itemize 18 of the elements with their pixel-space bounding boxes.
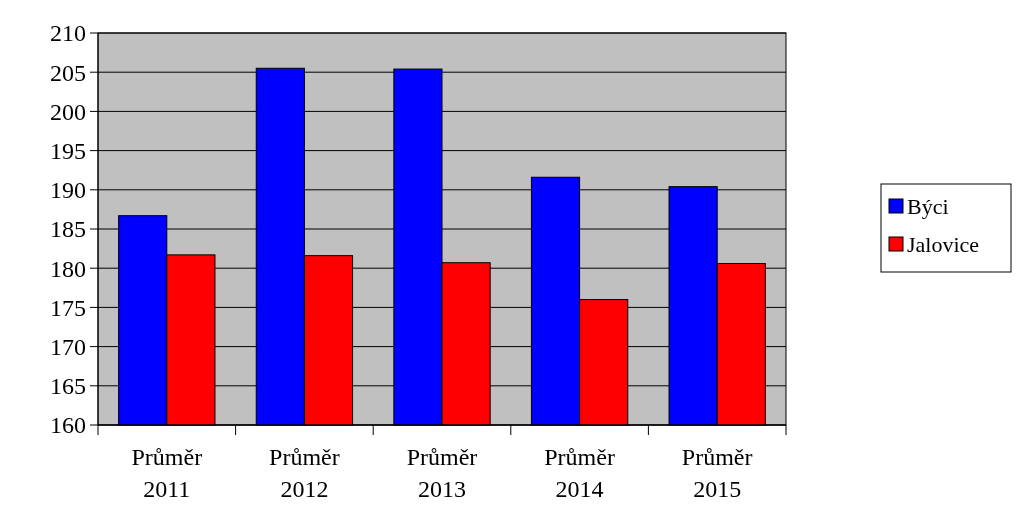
y-tick-label: 175 xyxy=(50,294,86,321)
x-tick-label: Průměr 2015 xyxy=(681,444,753,502)
x-tick-label: Průměr 2012 xyxy=(269,444,340,502)
y-tick-label: 165 xyxy=(50,373,86,400)
x-tick-label: Průměr 2013 xyxy=(406,444,478,502)
y-tick-label: 200 xyxy=(50,98,86,125)
y-tick-label: 195 xyxy=(50,138,86,164)
y-tick-label: 190 xyxy=(50,177,86,204)
x-tick-label: Průměr 2011 xyxy=(131,444,203,502)
y-tick-label: 170 xyxy=(50,334,86,360)
y-tick-label: 180 xyxy=(50,255,86,282)
legend-label: Jalovice xyxy=(907,231,980,257)
y-tick-label: 160 xyxy=(50,412,86,439)
legend-label: Býci xyxy=(907,193,949,219)
x-tick-label: Průměr 2014 xyxy=(544,444,615,502)
y-tick-label: 210 xyxy=(50,20,86,47)
y-tick-label: 205 xyxy=(50,59,86,86)
y-tick-label: 185 xyxy=(50,216,86,243)
